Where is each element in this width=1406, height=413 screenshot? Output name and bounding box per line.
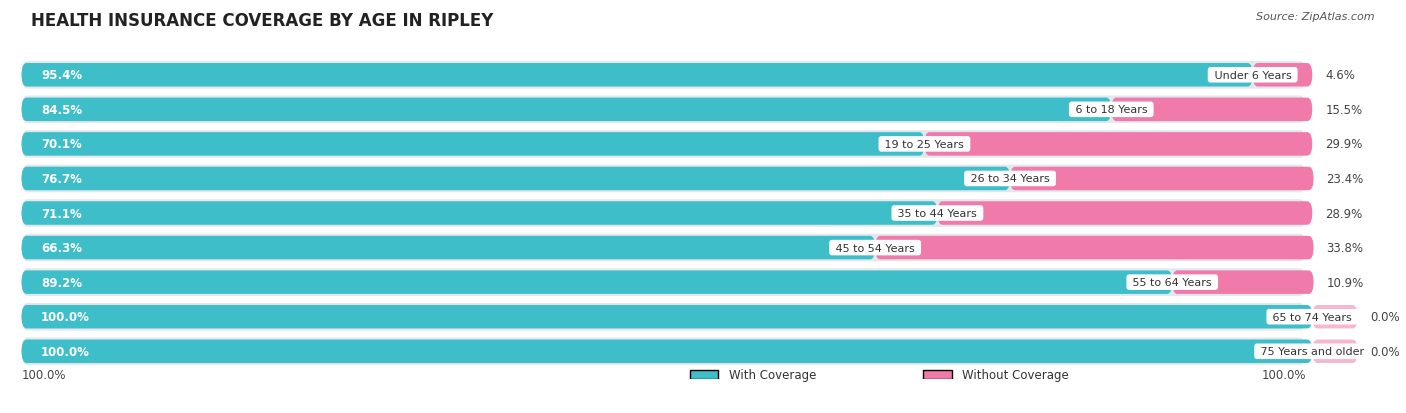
Text: 23.4%: 23.4% — [1327, 173, 1364, 185]
Text: 89.2%: 89.2% — [41, 276, 82, 289]
Text: 45 to 54 Years: 45 to 54 Years — [832, 243, 918, 253]
Text: 15.5%: 15.5% — [1326, 104, 1362, 116]
FancyBboxPatch shape — [21, 234, 1306, 262]
Text: 100.0%: 100.0% — [41, 311, 90, 323]
FancyBboxPatch shape — [21, 167, 1010, 191]
FancyBboxPatch shape — [1111, 98, 1312, 122]
Text: 65 to 74 Years: 65 to 74 Years — [1270, 312, 1355, 322]
Text: 100.0%: 100.0% — [41, 345, 90, 358]
FancyBboxPatch shape — [21, 340, 1312, 363]
FancyBboxPatch shape — [875, 236, 1313, 260]
Text: HEALTH INSURANCE COVERAGE BY AGE IN RIPLEY: HEALTH INSURANCE COVERAGE BY AGE IN RIPL… — [31, 12, 494, 30]
Text: Under 6 Years: Under 6 Years — [1211, 71, 1295, 81]
Text: 19 to 25 Years: 19 to 25 Years — [882, 140, 967, 150]
Text: 0.0%: 0.0% — [1371, 311, 1400, 323]
Text: 10.9%: 10.9% — [1327, 276, 1364, 289]
FancyBboxPatch shape — [21, 133, 924, 156]
FancyBboxPatch shape — [1010, 167, 1313, 191]
FancyBboxPatch shape — [924, 370, 952, 380]
FancyBboxPatch shape — [1312, 340, 1358, 363]
FancyBboxPatch shape — [21, 131, 1306, 158]
FancyBboxPatch shape — [21, 98, 1111, 122]
Text: 29.9%: 29.9% — [1326, 138, 1362, 151]
Text: 55 to 64 Years: 55 to 64 Years — [1129, 278, 1215, 287]
Text: 33.8%: 33.8% — [1327, 242, 1364, 254]
FancyBboxPatch shape — [21, 96, 1306, 124]
Text: 100.0%: 100.0% — [21, 368, 66, 381]
Text: 66.3%: 66.3% — [41, 242, 82, 254]
FancyBboxPatch shape — [689, 370, 718, 380]
Text: With Coverage: With Coverage — [728, 368, 815, 381]
Text: 84.5%: 84.5% — [41, 104, 82, 116]
Text: 100.0%: 100.0% — [1261, 368, 1306, 381]
FancyBboxPatch shape — [21, 200, 1306, 227]
FancyBboxPatch shape — [21, 338, 1306, 365]
Text: 0.0%: 0.0% — [1371, 345, 1400, 358]
FancyBboxPatch shape — [21, 236, 875, 260]
Text: 71.1%: 71.1% — [41, 207, 82, 220]
FancyBboxPatch shape — [21, 202, 938, 225]
Text: 4.6%: 4.6% — [1326, 69, 1355, 82]
FancyBboxPatch shape — [938, 202, 1312, 225]
Text: 35 to 44 Years: 35 to 44 Years — [894, 209, 980, 218]
FancyBboxPatch shape — [21, 305, 1312, 329]
FancyBboxPatch shape — [21, 303, 1306, 331]
FancyBboxPatch shape — [21, 271, 1173, 294]
Text: 95.4%: 95.4% — [41, 69, 82, 82]
FancyBboxPatch shape — [1253, 64, 1312, 87]
Text: 6 to 18 Years: 6 to 18 Years — [1071, 105, 1152, 115]
Text: Without Coverage: Without Coverage — [962, 368, 1069, 381]
FancyBboxPatch shape — [1173, 271, 1313, 294]
Text: 70.1%: 70.1% — [41, 138, 82, 151]
FancyBboxPatch shape — [21, 269, 1306, 296]
Text: Source: ZipAtlas.com: Source: ZipAtlas.com — [1257, 12, 1375, 22]
Text: 75 Years and older: 75 Years and older — [1257, 347, 1368, 356]
Text: 26 to 34 Years: 26 to 34 Years — [967, 174, 1053, 184]
FancyBboxPatch shape — [924, 133, 1312, 156]
Text: 28.9%: 28.9% — [1326, 207, 1362, 220]
FancyBboxPatch shape — [1312, 305, 1358, 329]
FancyBboxPatch shape — [21, 165, 1306, 193]
Text: 76.7%: 76.7% — [41, 173, 82, 185]
FancyBboxPatch shape — [21, 64, 1253, 87]
FancyBboxPatch shape — [21, 62, 1306, 89]
